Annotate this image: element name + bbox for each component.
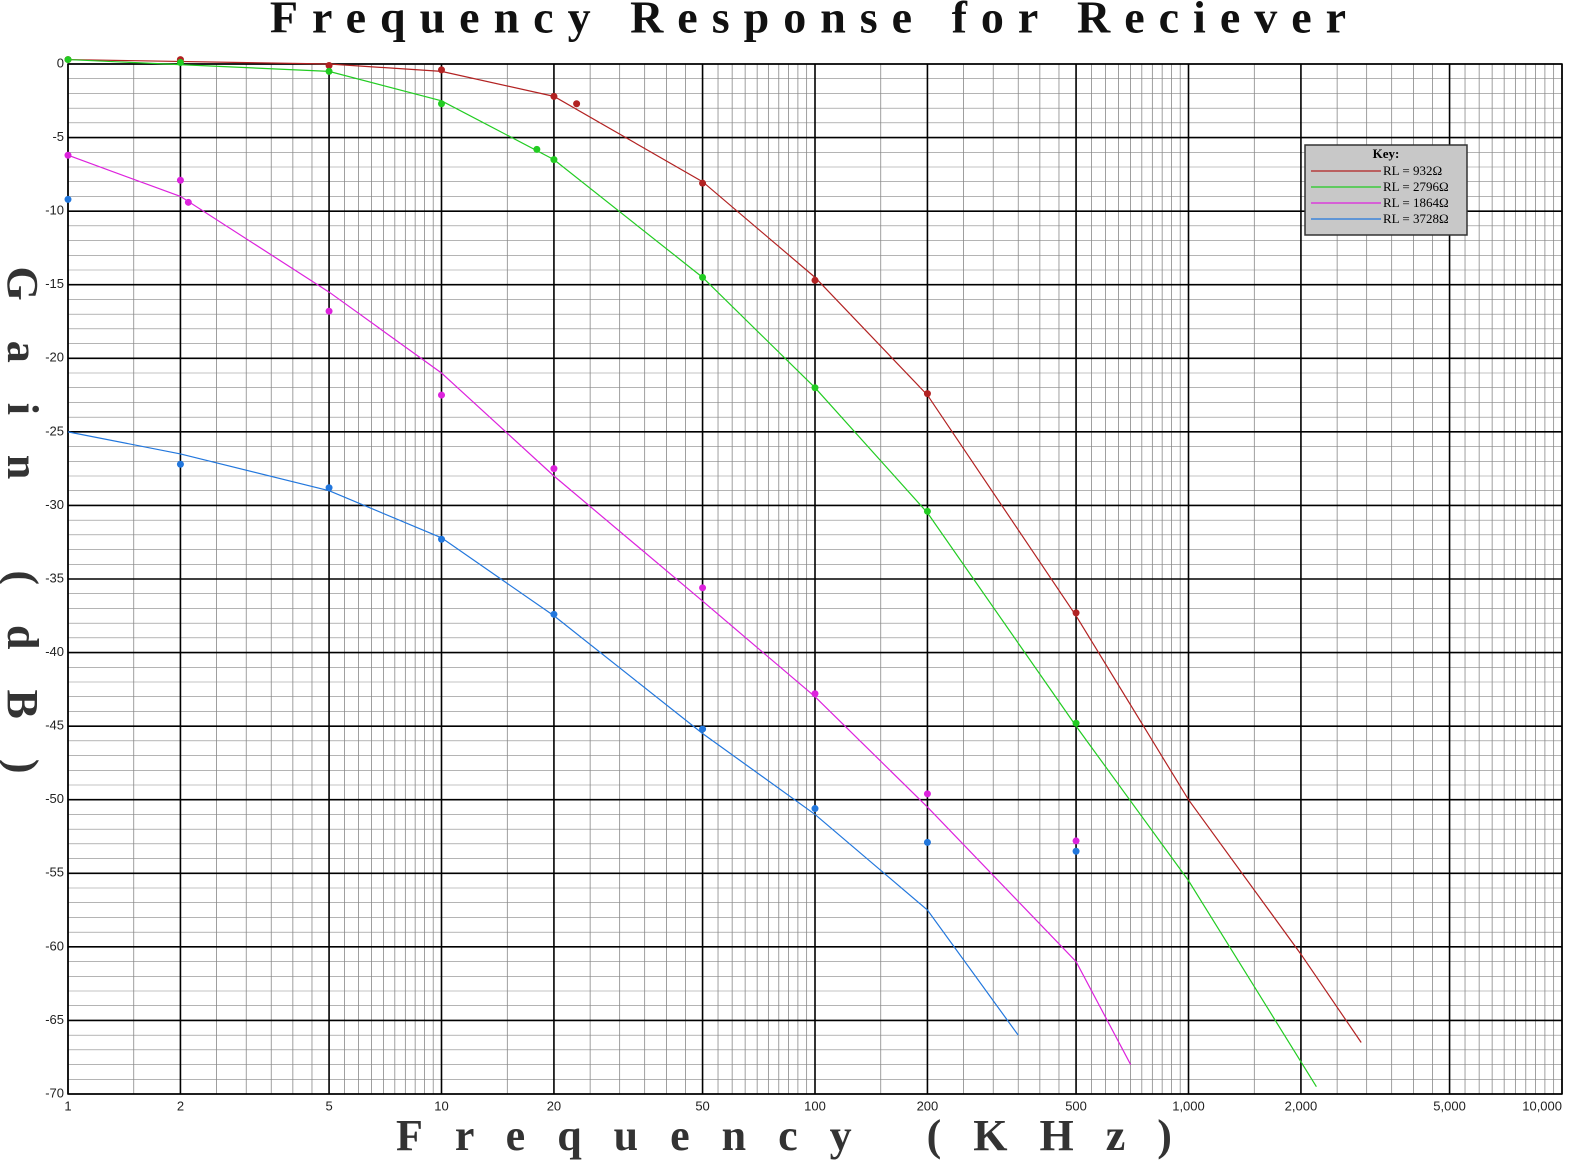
data-point bbox=[811, 690, 819, 698]
data-point bbox=[325, 484, 333, 492]
x-tick-label: 50 bbox=[695, 1098, 709, 1113]
x-tick-label: 1,000 bbox=[1172, 1098, 1205, 1113]
data-point bbox=[176, 59, 184, 67]
y-tick-label: -55 bbox=[45, 865, 64, 880]
data-point bbox=[325, 67, 333, 75]
data-point bbox=[550, 92, 558, 100]
data-point bbox=[811, 276, 819, 284]
y-tick-label: -15 bbox=[45, 276, 64, 291]
data-point bbox=[923, 790, 931, 798]
fit-curve bbox=[67, 154, 1132, 1065]
data-point bbox=[923, 507, 931, 515]
data-point bbox=[64, 195, 72, 203]
data-point bbox=[699, 725, 707, 733]
data-point bbox=[811, 384, 819, 392]
data-point bbox=[550, 465, 558, 473]
data-point bbox=[325, 307, 333, 315]
data-point bbox=[811, 805, 819, 813]
data-point bbox=[1072, 847, 1080, 855]
data-point bbox=[923, 390, 931, 398]
y-tick-label: -40 bbox=[45, 644, 64, 659]
data-point bbox=[699, 273, 707, 281]
data-point bbox=[438, 66, 445, 74]
data-point bbox=[699, 179, 707, 187]
data-point bbox=[699, 584, 707, 592]
data-point bbox=[1072, 719, 1080, 727]
y-tick-label: -60 bbox=[45, 938, 64, 953]
data-point bbox=[64, 151, 72, 159]
x-tick-label: 200 bbox=[917, 1098, 939, 1113]
data-point bbox=[64, 56, 72, 64]
x-tick-label: 10,000 bbox=[1522, 1098, 1562, 1113]
y-tick-label: -65 bbox=[45, 1012, 64, 1027]
data-point bbox=[325, 61, 333, 69]
y-tick-label: 0 bbox=[57, 55, 64, 70]
y-tick-label: -30 bbox=[45, 497, 64, 512]
x-tick-label: 100 bbox=[804, 1098, 826, 1113]
x-tick-label: 2 bbox=[177, 1098, 184, 1113]
y-tick-label: -20 bbox=[45, 350, 64, 365]
x-tick-label: 2,000 bbox=[1285, 1098, 1318, 1113]
legend-box bbox=[1304, 144, 1468, 236]
legend-label: RL = 2796Ω bbox=[1383, 179, 1449, 194]
plot-area bbox=[64, 56, 1362, 1087]
y-axis-label: Gain (dB) bbox=[0, 266, 47, 813]
data-point bbox=[1072, 609, 1080, 617]
x-tick-label: 20 bbox=[547, 1098, 561, 1113]
x-tick-label: 5 bbox=[325, 1098, 332, 1113]
x-axis-label: Frequency (KHz) bbox=[396, 1111, 1204, 1160]
legend-label: RL = 932Ω bbox=[1383, 163, 1442, 178]
legend-title: Key: bbox=[1373, 146, 1400, 161]
x-tick-label: 500 bbox=[1065, 1098, 1087, 1113]
data-point bbox=[1072, 837, 1080, 845]
data-point bbox=[923, 838, 931, 846]
y-tick-label: -10 bbox=[45, 203, 64, 218]
x-tick-label: 10 bbox=[434, 1098, 448, 1113]
x-tick-label: 5,000 bbox=[1433, 1098, 1466, 1113]
data-point bbox=[438, 100, 445, 108]
data-point bbox=[184, 198, 192, 206]
x-tick-label: 1 bbox=[64, 1098, 71, 1113]
data-point bbox=[438, 391, 445, 399]
data-point bbox=[573, 100, 581, 108]
y-tick-label: -45 bbox=[45, 718, 64, 733]
y-tick-label: -50 bbox=[45, 791, 64, 806]
data-point bbox=[438, 535, 445, 543]
legend-label: RL = 3728Ω bbox=[1383, 211, 1449, 226]
legend-label: RL = 1864Ω bbox=[1383, 195, 1449, 210]
data-point bbox=[550, 156, 558, 164]
data-point bbox=[533, 145, 541, 153]
y-tick-label: -70 bbox=[45, 1085, 64, 1100]
chart-title: Frequency Response for Reciever bbox=[270, 0, 1360, 43]
y-tick-label: -25 bbox=[45, 423, 64, 438]
data-point bbox=[550, 610, 558, 618]
data-point bbox=[176, 176, 184, 184]
y-tick-label: -5 bbox=[52, 129, 64, 144]
fit-curve bbox=[67, 58, 1317, 1087]
data-point bbox=[176, 460, 184, 468]
y-tick-label: -35 bbox=[45, 570, 64, 585]
